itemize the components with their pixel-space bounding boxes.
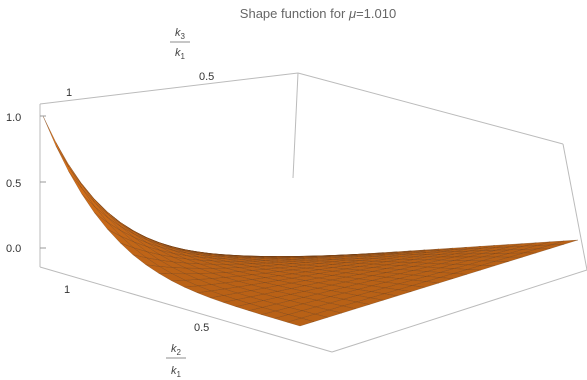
z-axis: 1.0 0.5 0.0: [6, 112, 46, 255]
chart-title: Shape function for μ=1.010: [240, 6, 396, 21]
y-axis-label-bottom: k1: [175, 47, 186, 61]
surface-mesh: [42, 115, 579, 327]
x-tick-label: 1: [64, 284, 70, 296]
z-tick-label: 0.0: [6, 243, 21, 255]
x-axis: 1 0.5 k2 k1: [64, 284, 209, 379]
x-tick-label: 0.5: [194, 322, 209, 334]
x-axis-label-bottom: k1: [171, 365, 182, 379]
z-tick-label: 1.0: [6, 112, 21, 124]
surface-facet: [55, 142, 82, 185]
y-axis-label-top: k3: [175, 27, 186, 41]
z-tick-label: 0.5: [6, 178, 21, 190]
x-axis-label-top: k2: [171, 343, 182, 357]
y-tick-label: 0.5: [199, 71, 214, 83]
surface-facet: [42, 115, 69, 168]
y-tick-label: 1: [66, 87, 72, 99]
y-axis: 1 0.5 k3 k1: [66, 27, 214, 99]
bounding-box-front: [39, 104, 587, 353]
